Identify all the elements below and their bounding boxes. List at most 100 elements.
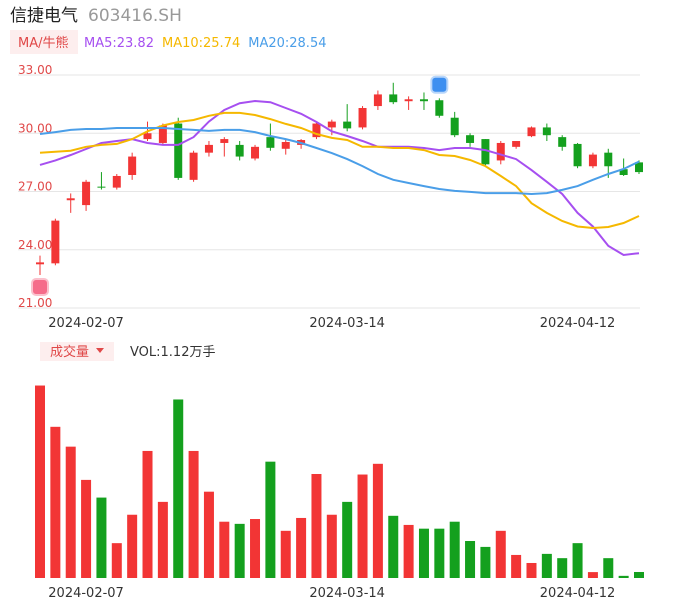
volume-bar [449, 521, 460, 578]
volume-bar [96, 497, 107, 578]
candle-body [635, 162, 643, 173]
volume-bar [495, 530, 506, 578]
y-tick-label: 33.00 [18, 63, 52, 77]
volume-bar [326, 514, 337, 578]
candle-body [496, 142, 505, 161]
volume-bar [480, 546, 491, 578]
candle-body [281, 141, 290, 149]
candle-body [143, 133, 152, 140]
volume-bar [618, 575, 629, 578]
candle-body [573, 143, 582, 167]
legend-entry: MA5:23.82 [84, 36, 154, 51]
volume-bar [157, 501, 168, 578]
candle-body [220, 139, 229, 143]
candle-body [312, 123, 321, 138]
volume-bar [188, 450, 199, 578]
candle-body [358, 108, 367, 128]
volume-bar [388, 515, 399, 578]
volume-bar [127, 514, 138, 578]
candle-body [112, 175, 121, 188]
candle-body [235, 144, 244, 157]
candle-body [266, 137, 275, 148]
volume-bar [65, 446, 76, 578]
low-marker [31, 277, 49, 296]
volume-bar [603, 558, 614, 578]
ma-line [39, 99, 640, 257]
candle-body [82, 181, 91, 206]
candle-body [204, 144, 213, 153]
ma-line [39, 127, 640, 196]
volume-bar [265, 461, 276, 578]
candle-body [389, 94, 398, 103]
candle-body [588, 154, 597, 167]
volume-bar [434, 528, 445, 578]
volume-bar [142, 450, 153, 578]
y-tick-label: 21.00 [18, 296, 52, 310]
candle-body [604, 152, 613, 167]
candle-body [327, 121, 336, 128]
y-tick-label: 27.00 [18, 180, 52, 194]
candle-body [619, 169, 628, 175]
candle-body [558, 137, 567, 147]
volume-bar [35, 385, 45, 578]
volume-bar [234, 523, 245, 578]
x-tick-label: 2024-03-14 [309, 316, 385, 331]
volume-bar [526, 562, 537, 578]
volume-bar [296, 517, 307, 578]
x-tick-label: 2024-04-12 [540, 586, 616, 601]
volume-bar [372, 463, 383, 578]
candle-body [419, 99, 428, 102]
volume-badge[interactable] [40, 342, 114, 361]
legend-badge[interactable] [10, 30, 78, 54]
x-tick-label: 2024-04-12 [540, 316, 616, 331]
volume-bar [111, 543, 122, 578]
volume-bar [511, 554, 522, 578]
volume-bar [311, 473, 322, 578]
volume-title: 成交量 [50, 344, 89, 360]
candle-body [512, 141, 521, 147]
x-tick-label: 2024-03-14 [309, 586, 385, 601]
candle-body [542, 127, 551, 136]
candle-body [251, 146, 260, 159]
stock-name: 信捷电气 [10, 6, 78, 26]
candle-body [97, 186, 106, 188]
candle-body [466, 135, 475, 143]
volume-bar [572, 543, 583, 578]
volume-bar [587, 572, 598, 578]
dropdown-arrow [96, 348, 104, 353]
volume-bar [418, 528, 429, 578]
x-tick-label: 2024-02-07 [48, 316, 124, 331]
candle-body [128, 156, 137, 175]
volume-label: VOL:1.12万手 [130, 345, 215, 360]
volume-bar [280, 530, 291, 578]
volume-bar [342, 501, 353, 578]
y-tick-label: 30.00 [18, 121, 52, 135]
candle-body [527, 127, 536, 137]
legend-entry: MA10:25.74 [162, 36, 240, 51]
candle-body [404, 99, 413, 102]
candle-body [343, 121, 352, 129]
candle-body [174, 123, 183, 178]
volume-bar [357, 474, 368, 578]
volume-bar [403, 524, 414, 578]
candle-body [189, 152, 198, 180]
candle-body [373, 94, 382, 107]
volume-bar [465, 541, 476, 578]
candle-body [36, 262, 44, 265]
stock-code: 603416.SH [88, 6, 182, 26]
candle-body [158, 125, 167, 143]
x-tick-label: 2024-02-07 [48, 586, 124, 601]
volume-bar [81, 479, 92, 578]
candle-body [51, 220, 60, 264]
volume-bar [634, 571, 644, 578]
candle-body [66, 198, 75, 201]
legend-title: MA/牛熊 [18, 35, 69, 51]
volume-bar [250, 519, 261, 578]
volume-bar [203, 491, 214, 578]
volume-bar [557, 558, 568, 578]
candle-body [450, 117, 459, 136]
volume-bar [219, 521, 230, 578]
ma-line [39, 111, 640, 230]
